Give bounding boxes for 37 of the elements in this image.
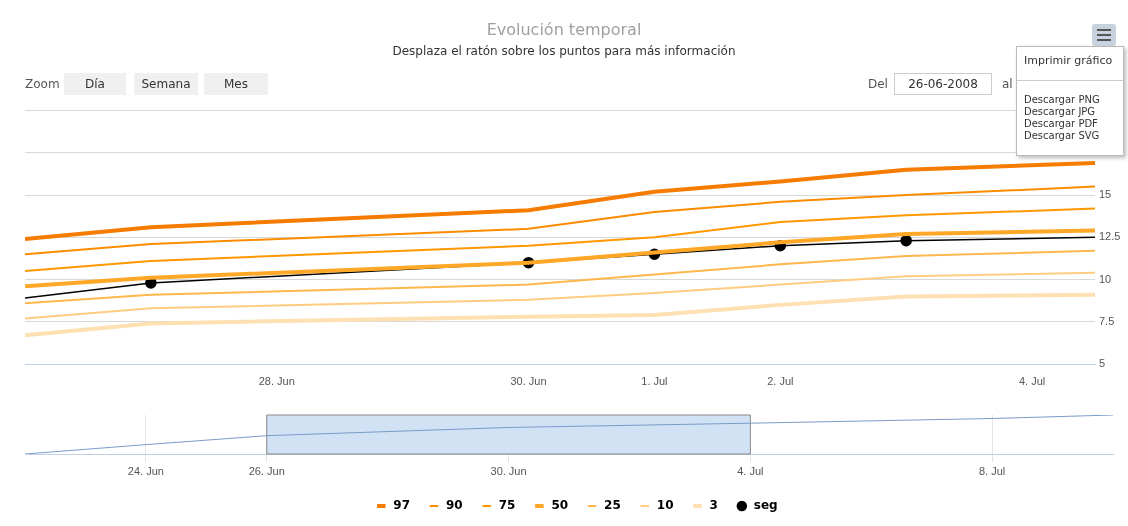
annotation: Descargar SVG — [1023, 130, 1101, 141]
legend-label: 75 — [498, 498, 516, 513]
x-tick-label: 28. Jun — [258, 374, 295, 387]
x-tick-label: 4. Jul — [737, 464, 764, 477]
text: Día — [64, 73, 126, 95]
text: Semana — [134, 73, 198, 95]
text: Descargar PNG — [1023, 94, 1101, 105]
y-tick-label: 15 — [1099, 188, 1112, 201]
x-tick-label: 30. Jun — [490, 464, 527, 477]
y-tick-label: 10 — [1099, 272, 1112, 285]
y-tick-label: 12.5 — [1099, 230, 1121, 243]
text: al — [1002, 77, 1013, 91]
x-tick-label: 2. Jul — [767, 374, 794, 387]
legend-label: 97 — [393, 498, 410, 513]
text: Mes — [204, 73, 268, 95]
text: 26-06-2008 — [894, 73, 992, 95]
legend-label: seg — [753, 498, 778, 513]
text: Imprimir gráfico — [1023, 54, 1114, 67]
annotation: Descargar PDF — [1023, 118, 1099, 129]
legend-label: 3 — [709, 498, 718, 513]
legend-label: 25 — [604, 498, 621, 513]
x-tick-label: 30. Jun — [510, 374, 547, 387]
x-tick-label: 24. Jun — [127, 464, 164, 477]
chart-subtitle: Desplaza el ratón sobre los puntos para más información — [392, 44, 736, 58]
legend-label: 90 — [445, 498, 463, 513]
chart-title: Evolución temporal — [485, 20, 643, 39]
legend-label: 10 — [656, 498, 674, 513]
y-tick-label: 7.5 — [1099, 314, 1115, 327]
legend-label: 50 — [551, 498, 569, 513]
x-tick-label: 1. Jul — [641, 374, 668, 387]
text: Zoom — [25, 77, 60, 91]
x-tick-label: 8. Jul — [978, 464, 1006, 477]
text: Del — [868, 77, 888, 91]
x-tick-label: 26. Jun — [248, 464, 285, 477]
annotation: Descargar JPG — [1023, 106, 1097, 117]
x-tick-label: 4. Jul — [1018, 374, 1046, 387]
y-tick-label: 5 — [1099, 357, 1106, 370]
